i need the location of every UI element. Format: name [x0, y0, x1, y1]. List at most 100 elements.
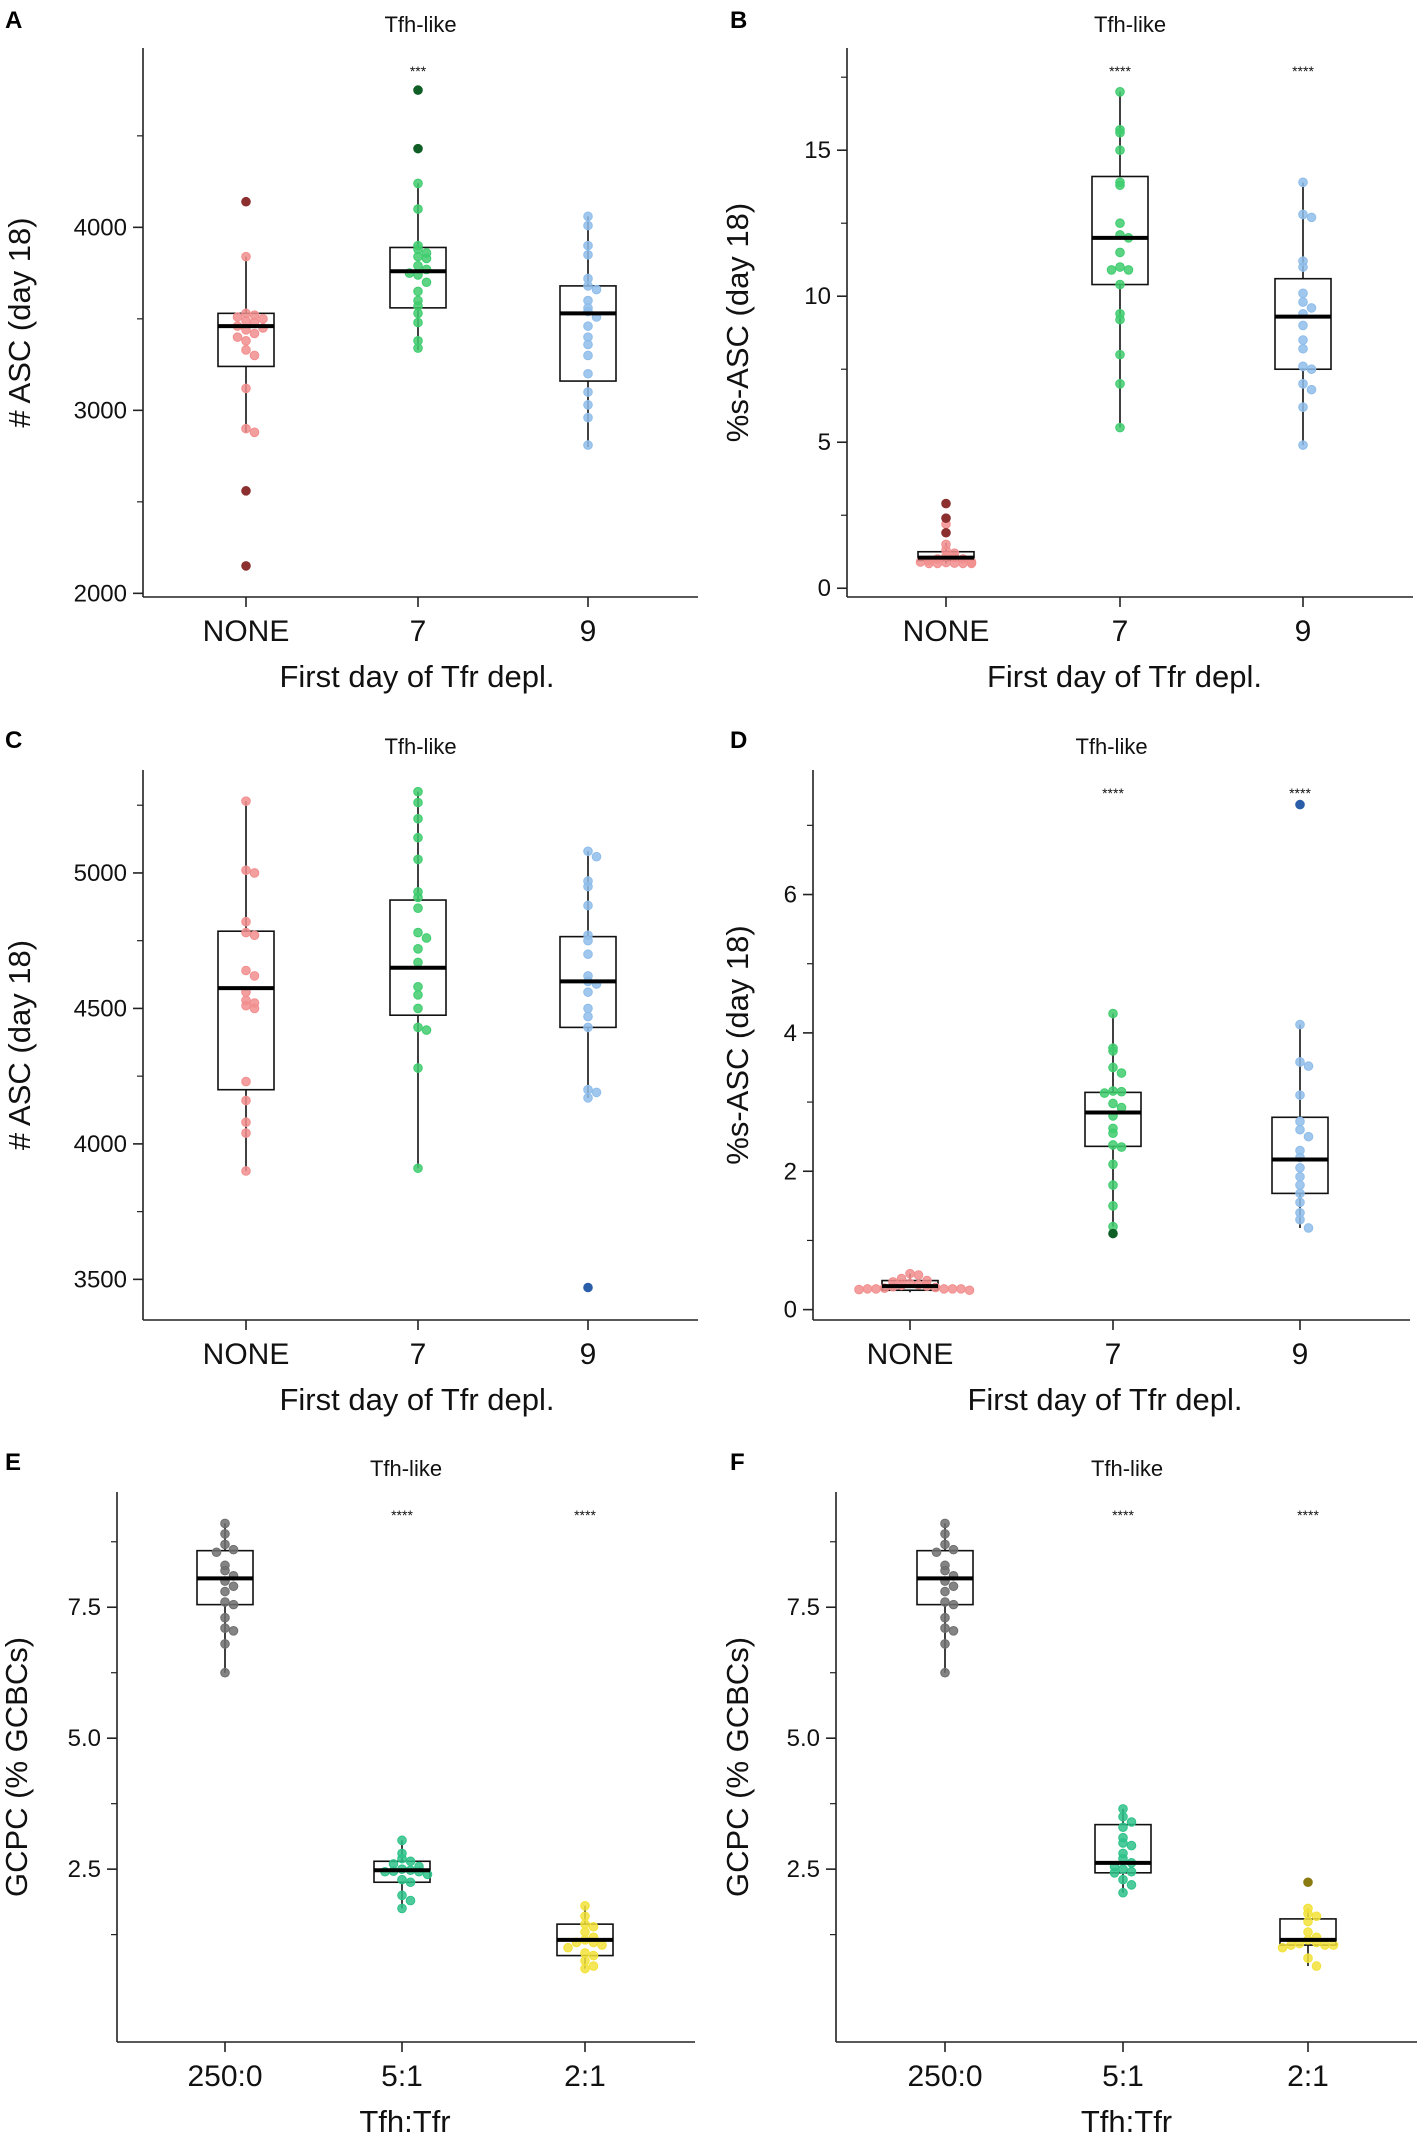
data-point: [397, 1903, 407, 1914]
x-tick-label-9: 9: [580, 615, 597, 648]
data-point: [940, 1623, 950, 1633]
data-point: [1116, 1086, 1127, 1097]
x-axis-label: First day of Tfr depl.: [987, 659, 1262, 694]
data-point: [966, 558, 977, 569]
data-point: [1295, 1124, 1305, 1135]
data-point: [948, 1599, 959, 1610]
y-tick-label: 7.5: [787, 1594, 820, 1621]
data-point: [862, 1284, 873, 1294]
data-point: [1115, 262, 1125, 272]
panel-c: C Tfh-like 3500 4000 4500 5000 # ASC (day 18) N…: [2, 727, 698, 1417]
data-point: [583, 1022, 593, 1033]
data-point: [940, 1639, 950, 1649]
data-point: [241, 336, 251, 346]
x-tick-label-250-0: 250:0: [907, 2060, 982, 2093]
data-point: [1298, 209, 1308, 220]
series-9: [559, 211, 617, 450]
series-none: [217, 196, 275, 571]
data-point: [241, 1095, 251, 1106]
data-point: [583, 1011, 593, 1022]
data-point: [220, 1639, 230, 1649]
data-point: [1311, 1961, 1322, 1971]
data-point: [1298, 297, 1308, 307]
series-7: [389, 85, 447, 353]
data-point: [1303, 1927, 1313, 1937]
series-9: [1271, 799, 1329, 1233]
data-point: [931, 1547, 942, 1558]
data-point: [949, 558, 960, 568]
data-point: [1277, 1942, 1288, 1953]
series-none: [915, 498, 977, 569]
data-point: [583, 1003, 593, 1014]
data-point: [924, 558, 934, 569]
data-point: [1118, 1874, 1128, 1885]
outlier-point: [241, 561, 251, 571]
outlier-point: [1108, 1228, 1118, 1239]
series-5-1: [1094, 1804, 1152, 1898]
outlier-point: [583, 1282, 593, 1293]
data-point: [583, 440, 593, 450]
data-point: [597, 1940, 607, 1950]
data-point: [220, 1667, 230, 1678]
data-point: [1298, 343, 1308, 354]
data-point: [1126, 1840, 1137, 1851]
data-point: [1108, 1128, 1118, 1139]
data-point: [583, 211, 593, 222]
x-tick-label-none: NONE: [867, 1338, 954, 1371]
y-tick-label: 5.0: [68, 1725, 101, 1752]
panel-title: Tfh-like: [1091, 1456, 1163, 1481]
data-point: [1298, 335, 1308, 345]
data-point: [913, 1270, 924, 1280]
data-point: [1118, 1804, 1128, 1814]
data-point: [583, 1093, 593, 1103]
data-point: [583, 350, 593, 361]
y-tick-label: 2: [784, 1158, 797, 1185]
data-point: [1126, 1880, 1137, 1890]
outlier-point: [941, 498, 951, 509]
data-point: [591, 284, 602, 295]
y-axis-label: GCPC (% GCBCs): [0, 1637, 34, 1897]
data-point: [563, 1942, 573, 1953]
data-point: [241, 916, 251, 927]
data-point: [591, 1087, 602, 1098]
data-point: [249, 328, 260, 339]
data-point: [421, 1025, 432, 1035]
outlier-point: [413, 143, 423, 154]
data-point: [583, 412, 593, 423]
data-point: [405, 1895, 416, 1906]
data-point: [1295, 1188, 1305, 1199]
data-point: [1118, 1838, 1128, 1848]
y-tick-label: 5000: [74, 860, 127, 887]
data-point: [220, 1518, 230, 1529]
data-point: [1108, 1062, 1118, 1073]
data-point: [220, 1529, 230, 1539]
data-point: [583, 881, 593, 892]
data-point: [405, 1856, 416, 1867]
panel-letter-c: C: [5, 727, 22, 754]
data-point: [241, 423, 251, 434]
data-point: [413, 308, 423, 319]
data-point: [940, 1539, 950, 1550]
y-tick-label: 15: [804, 137, 831, 164]
x-axis-label: Tfh:Tfr: [359, 2104, 450, 2136]
data-point: [1295, 1019, 1305, 1030]
data-point: [413, 251, 423, 262]
y-tick-label: 10: [804, 283, 831, 310]
data-point: [220, 1565, 230, 1576]
data-point: [413, 832, 423, 843]
data-point: [940, 1565, 950, 1576]
data-point: [583, 949, 593, 960]
data-point: [1115, 218, 1125, 229]
data-point: [413, 260, 423, 271]
data-point: [413, 1003, 423, 1014]
data-point: [964, 1285, 975, 1296]
x-axis-label: First day of Tfr depl.: [279, 1382, 554, 1417]
data-point: [413, 981, 423, 992]
significance-marker: ****: [1109, 63, 1131, 79]
x-tick-label-none: NONE: [203, 1338, 290, 1371]
data-point: [1303, 1131, 1314, 1142]
data-point: [397, 1890, 407, 1901]
data-point: [854, 1284, 864, 1295]
data-point: [588, 1921, 599, 1932]
series-7: [1091, 87, 1149, 433]
